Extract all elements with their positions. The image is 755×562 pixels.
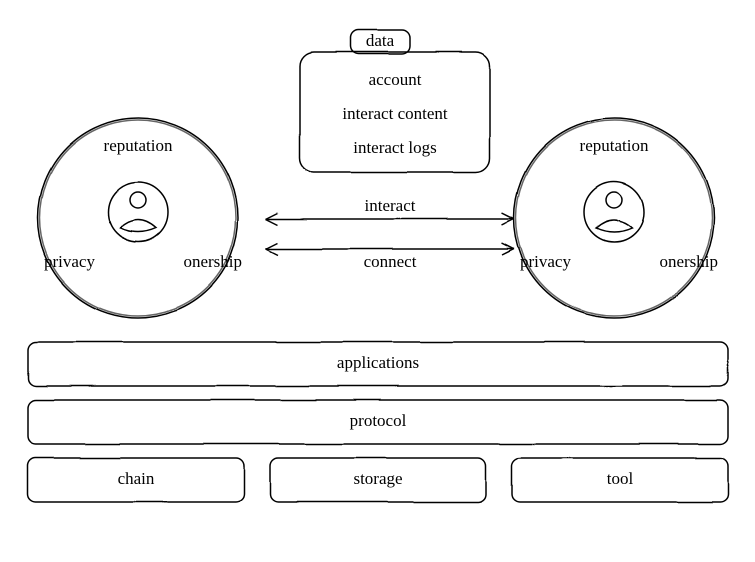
box-storage xyxy=(270,458,486,502)
box-chain xyxy=(28,458,244,502)
data-tab-rect xyxy=(350,30,410,54)
identity-circle-left xyxy=(38,118,238,318)
diagram-svg xyxy=(0,0,755,562)
identity-circle-right xyxy=(514,118,714,318)
bar-applications xyxy=(28,342,728,386)
identity-circle-left-2 xyxy=(40,120,236,316)
avatar-circle-left xyxy=(108,182,168,242)
avatar-head-right xyxy=(606,192,622,208)
data-body-rect xyxy=(300,52,490,172)
avatar-circle-right xyxy=(584,182,644,242)
bar-protocol xyxy=(28,400,728,444)
avatar-body-right xyxy=(596,220,632,232)
diagram-canvas: data account interact content interact l… xyxy=(0,0,755,562)
box-tool xyxy=(512,458,728,502)
avatar-body-left xyxy=(120,220,156,232)
identity-circle-right-2 xyxy=(516,120,712,316)
avatar-head-left xyxy=(130,192,146,208)
